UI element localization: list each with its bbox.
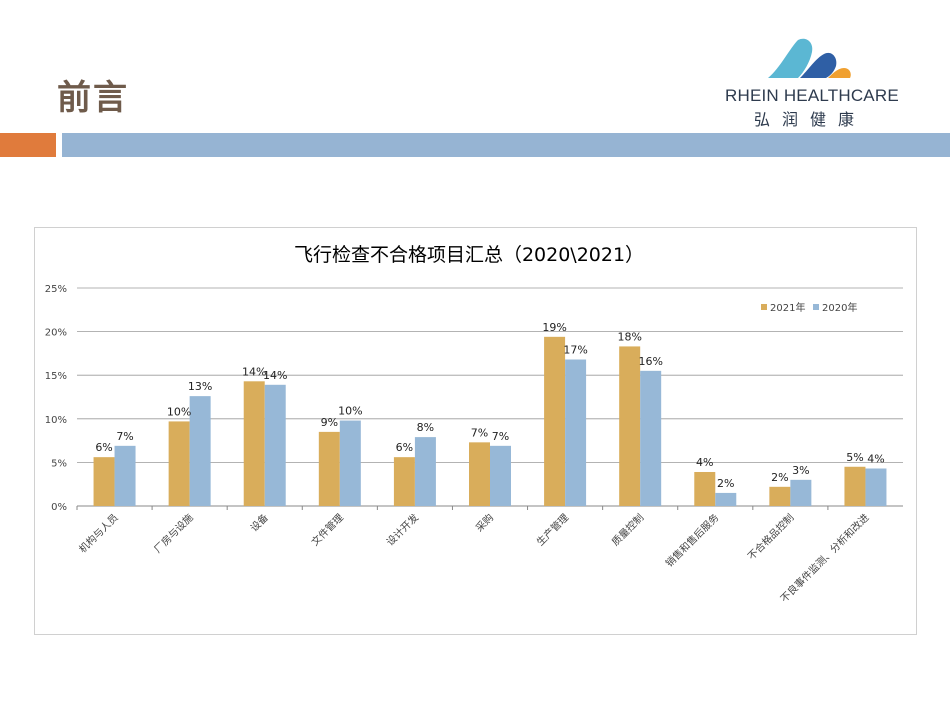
bar xyxy=(640,370,662,506)
y-tick-label: 0% xyxy=(51,502,67,513)
bar xyxy=(790,479,812,506)
data-label: 4% xyxy=(696,456,713,469)
x-tick-label: 销售和售后服务 xyxy=(663,511,722,570)
bar xyxy=(243,381,265,506)
logo-name-cn: 弘润健康 xyxy=(754,110,867,129)
bar xyxy=(339,420,361,506)
x-tick-label: 厂房与设施 xyxy=(151,511,196,556)
data-label: 3% xyxy=(792,464,809,477)
x-tick-label: 生产管理 xyxy=(534,511,571,548)
data-label: 7% xyxy=(116,430,133,443)
data-label: 7% xyxy=(471,426,488,439)
bar xyxy=(619,346,641,506)
data-label: 4% xyxy=(867,453,884,466)
legend-swatch xyxy=(813,304,819,310)
bar xyxy=(694,471,716,506)
logo-name: RHEIN HEALTHCARE xyxy=(725,86,899,105)
x-tick-label: 设备 xyxy=(248,511,271,534)
data-label: 9% xyxy=(321,416,338,429)
bar xyxy=(93,457,115,506)
data-label: 5% xyxy=(846,451,863,464)
header-accent-orange xyxy=(0,133,56,157)
data-labels: 6%7%10%13%14%14%9%10%6%8% 7% 7%19%17%18%16… xyxy=(95,321,884,490)
bar xyxy=(189,396,211,506)
x-axis-ticks: 机构与人员 厂房与设施 设备 文件管理 设计开发 采购 生产管理 质量控制 销售和售后服务 不合格… xyxy=(76,506,872,605)
header-accent-blue xyxy=(62,133,950,157)
data-label: 6% xyxy=(396,441,413,454)
bar xyxy=(393,457,415,506)
data-label: 19% xyxy=(542,321,566,334)
bar xyxy=(264,384,286,506)
data-label: 10% xyxy=(338,405,362,418)
y-tick-label: 25% xyxy=(45,284,67,295)
data-label: 18% xyxy=(617,330,641,343)
chart-title: 飞行检查不合格项目汇总（2020\2021） xyxy=(294,244,644,266)
x-tick-label: 设计开发 xyxy=(384,511,421,548)
bar xyxy=(715,492,737,506)
data-label: 8% xyxy=(417,421,434,434)
bar xyxy=(114,445,136,506)
x-tick-label: 不合格品控制 xyxy=(745,511,797,563)
bar xyxy=(544,336,566,506)
logo-mountain-icon xyxy=(768,38,851,78)
data-label: 14% xyxy=(263,369,287,382)
bar-chart: 飞行检查不合格项目汇总（2020\2021） 0%5%10%15%20%25% … xyxy=(45,244,903,605)
x-tick-label: 质量控制 xyxy=(609,511,646,548)
chart-frame: 飞行检查不合格项目汇总（2020\2021） 0% 5% 10% 15% 20% 25% … xyxy=(34,227,917,635)
y-tick-label: 5% xyxy=(51,458,67,469)
bar xyxy=(865,468,887,506)
bar xyxy=(490,445,511,506)
x-tick-label: 机构与人员 xyxy=(76,511,121,556)
data-label: 14% xyxy=(242,365,266,378)
data-label: 13% xyxy=(188,380,212,393)
bar xyxy=(769,486,791,506)
bar xyxy=(168,421,190,506)
x-tick-label: 不良事件监测、分析和改进 xyxy=(778,511,872,605)
bar xyxy=(414,437,436,506)
chart-legend: 2021年 2020年 xyxy=(761,301,857,314)
bar xyxy=(844,466,866,506)
data-label: 16% xyxy=(638,355,662,368)
x-tick-label: 采购 xyxy=(473,511,496,534)
y-tick-label: 10% xyxy=(45,415,67,426)
data-label: 10% xyxy=(167,405,191,418)
data-label: 7% xyxy=(492,430,509,443)
y-tick-label: 15% xyxy=(45,371,67,382)
data-label: 17% xyxy=(563,344,587,357)
chart-bars xyxy=(93,336,887,506)
y-axis-ticks: 0% 5% 10% 15% 20% 25% xyxy=(45,284,67,513)
legend-label: 2020年 xyxy=(822,301,857,314)
x-tick-label: 文件管理 xyxy=(308,511,345,548)
data-label: 2% xyxy=(717,477,734,490)
legend-label: 2021年 xyxy=(770,301,805,314)
legend-swatch xyxy=(761,304,767,310)
data-label: 6% xyxy=(95,441,112,454)
slide-title: 前言 xyxy=(57,78,129,118)
bar xyxy=(469,442,490,506)
bar xyxy=(318,431,340,506)
data-label: 2% xyxy=(771,471,788,484)
y-tick-label: 20% xyxy=(45,328,67,339)
bar xyxy=(565,359,587,506)
